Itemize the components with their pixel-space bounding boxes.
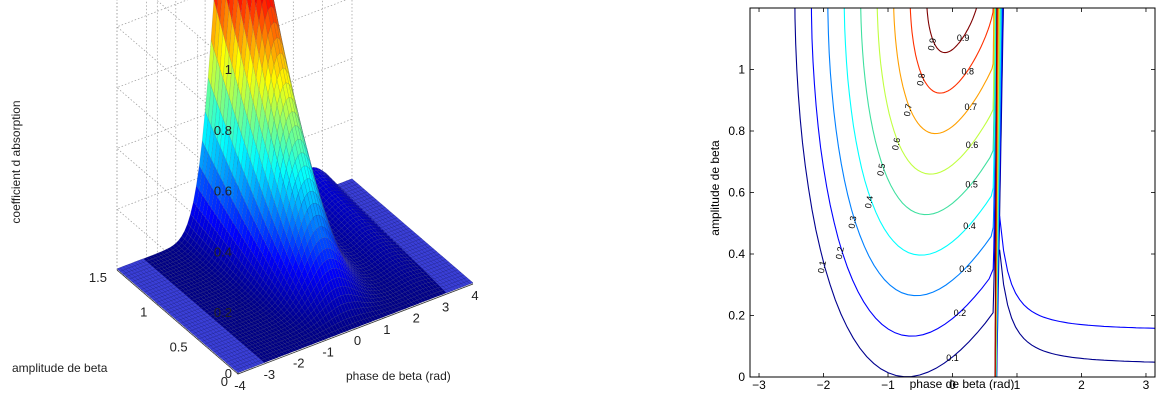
contour-line-0.9 bbox=[926, 8, 978, 54]
x-tick-label: 1 bbox=[1014, 378, 1021, 390]
plot-frame bbox=[749, 7, 1156, 378]
contour-panel: 0.1 0.1 0.2 0.2 0.3 0.3 0.4 0.4 0.5 0.5 0.6 0.6 0.7 0… bbox=[700, 0, 1164, 392]
contour-label: 0.6 bbox=[890, 137, 902, 151]
contour-line-0.5 bbox=[860, 8, 996, 216]
contour-label: 0.3 bbox=[959, 264, 972, 274]
x-tick-label: 2 bbox=[413, 311, 420, 326]
surface-3d-chart: 0 0.2 0.4 0.6 0.8 1 0 0.5 1 1.5 -4 -3 -2 -1 0 1 2 3 4 coef… bbox=[9, 0, 479, 393]
z-tick-label: 0.4 bbox=[214, 244, 232, 259]
y-tick-label: 1.5 bbox=[89, 270, 107, 285]
z-tick-label: 0.2 bbox=[214, 305, 232, 320]
contour-label: 0.5 bbox=[875, 163, 887, 177]
contour-line-0.2-wing bbox=[999, 215, 1155, 329]
contour-label: 0.9 bbox=[926, 37, 938, 51]
contour-label: 0.8 bbox=[915, 73, 927, 87]
y-tick-label: 0.6 bbox=[728, 186, 745, 200]
contour-label: 0.7 bbox=[964, 102, 977, 112]
contour-chart: 0.10.10.20.20.30.30.40.40.50.50.6 0.60.7 0… bbox=[708, 7, 1156, 392]
z-tick-label: 0.6 bbox=[214, 184, 232, 199]
x-tick-label: 1 bbox=[383, 322, 390, 337]
x-tick-label: 3 bbox=[1143, 378, 1150, 390]
contour-label: 0.2 bbox=[834, 246, 846, 260]
x-tick-label: 0 bbox=[949, 378, 956, 390]
x-tick-label: 4 bbox=[471, 288, 478, 303]
contour-label: 0.9 bbox=[957, 33, 970, 43]
y-tick-label: 1 bbox=[140, 305, 147, 320]
contour-label: 0.4 bbox=[863, 195, 875, 209]
x-tick-label: 3 bbox=[442, 299, 449, 314]
y-axis-label: amplitude de beta bbox=[708, 140, 722, 236]
contour-line-0.1-wing bbox=[999, 249, 1155, 363]
surface-3d-panel: 0 0.2 0.4 0.6 0.8 1 0 0.5 1 1.5 -4 -3 -2 -1 0 1 2 3 4 coef… bbox=[0, 0, 560, 393]
contour-label: 0.3 bbox=[847, 215, 859, 229]
x-tick-label: 0 bbox=[354, 333, 361, 348]
contour-line-0.8 bbox=[909, 8, 994, 94]
y-tick-label: 0.2 bbox=[728, 309, 745, 323]
z-axis-label: coefficient d absorption bbox=[9, 100, 23, 223]
z-tick-label: 1 bbox=[225, 62, 232, 77]
x-axis-label: phase de beta (rad) bbox=[346, 369, 451, 383]
y-tick-label: 0 bbox=[738, 370, 745, 384]
contour-line-0.4 bbox=[843, 8, 997, 256]
y-tick-label: 1 bbox=[738, 63, 745, 77]
x-tick-label: 2 bbox=[1078, 378, 1085, 390]
contour-label: 0.5 bbox=[965, 180, 978, 190]
contour-label: 0.4 bbox=[963, 221, 976, 231]
x-tick-label: −2 bbox=[817, 378, 831, 390]
x-tick-label: −3 bbox=[752, 378, 766, 390]
contour-label: 0.1 bbox=[946, 353, 959, 363]
contour-label: 0.6 bbox=[966, 140, 979, 150]
y-axis-label: amplitude de beta bbox=[12, 361, 108, 375]
x-axis-label: phase de beta (rad) bbox=[910, 377, 1015, 390]
x-tick-label: -1 bbox=[322, 344, 334, 359]
y-tick-label: 0.4 bbox=[728, 247, 745, 261]
z-tick-label: 0.8 bbox=[214, 123, 232, 138]
contour-label: 0.7 bbox=[902, 103, 914, 117]
x-tick-label: -3 bbox=[264, 367, 276, 382]
z-tick-label: 0 bbox=[225, 366, 232, 381]
x-tick-label: −1 bbox=[881, 378, 895, 390]
contour-line-0.3 bbox=[827, 8, 997, 297]
contour-line-0.2 bbox=[810, 8, 998, 337]
contour-line-0.9-right bbox=[994, 8, 998, 377]
y-tick-label: 0.8 bbox=[728, 124, 745, 138]
y-tick-label: 0 bbox=[221, 374, 228, 389]
contour-label: 0.8 bbox=[961, 66, 974, 76]
y-tick-label: 0.5 bbox=[170, 339, 188, 354]
contour-label: 0.2 bbox=[954, 308, 967, 318]
contour-label: 0.1 bbox=[816, 260, 828, 274]
contour-line-0.6 bbox=[876, 8, 995, 175]
x-tick-label: -2 bbox=[293, 356, 305, 371]
contour-line-0.7 bbox=[893, 8, 995, 135]
x-tick-label: -4 bbox=[234, 378, 246, 390]
